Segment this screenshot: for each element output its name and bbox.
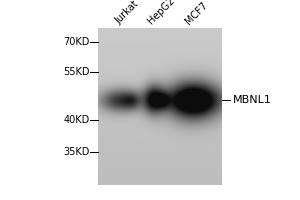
Text: 35KD: 35KD	[64, 147, 90, 157]
Text: HepG2: HepG2	[146, 0, 177, 26]
Text: 40KD: 40KD	[64, 115, 90, 125]
Text: Jurkat: Jurkat	[113, 0, 140, 26]
Text: 70KD: 70KD	[64, 37, 90, 47]
Text: 55KD: 55KD	[64, 67, 90, 77]
Text: MBNL1: MBNL1	[233, 95, 272, 105]
Text: MCF7: MCF7	[183, 0, 209, 26]
